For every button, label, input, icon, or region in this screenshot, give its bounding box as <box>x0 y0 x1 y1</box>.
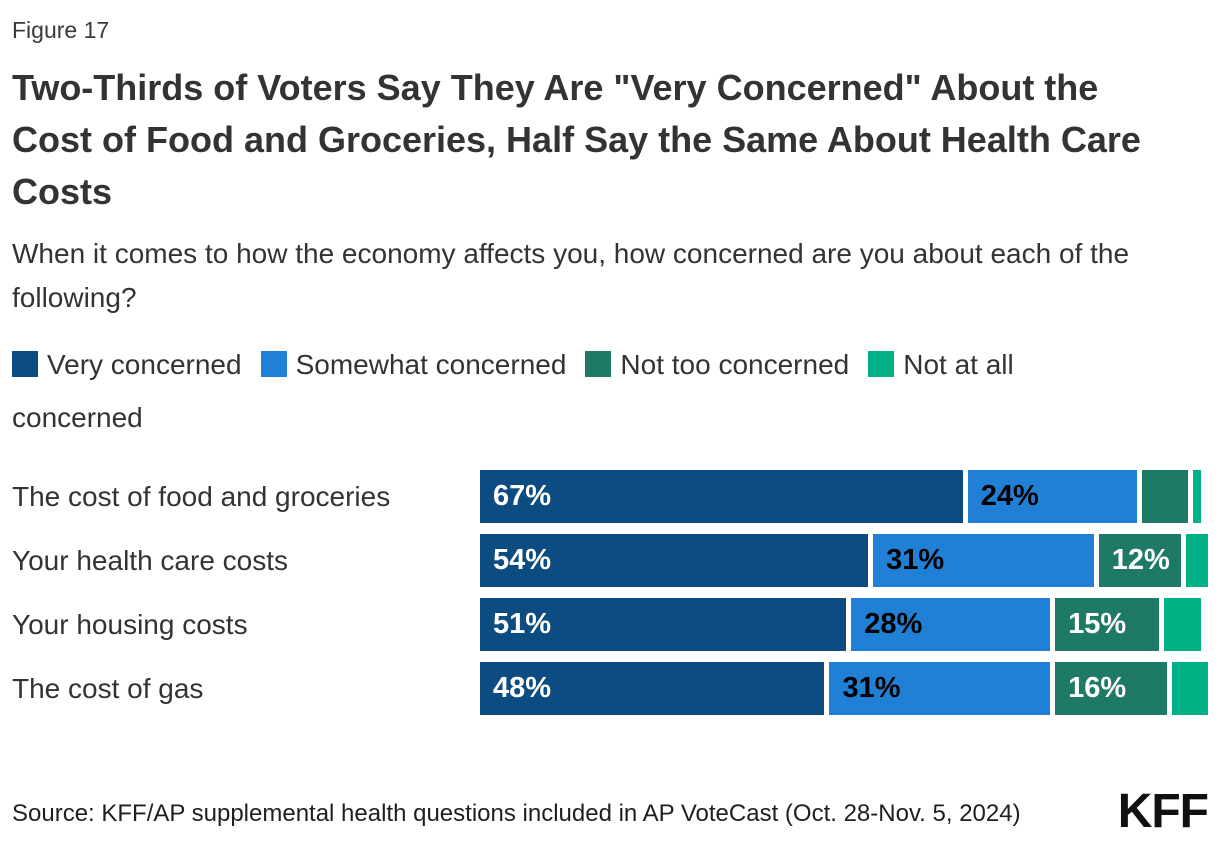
legend-label: Somewhat concerned <box>295 349 567 380</box>
source-note: Source: KFF/AP supplemental health quest… <box>12 800 1021 827</box>
legend-label: Not too concerned <box>620 349 850 380</box>
legend-label: Not at all concerned <box>12 349 1014 433</box>
bar-segment-not-at-all-concerned <box>1171 662 1208 715</box>
value-label: 28% <box>864 608 923 640</box>
value-label: 31% <box>886 544 945 576</box>
value-label: 48% <box>493 672 552 704</box>
category-label: Your housing costs <box>12 609 248 640</box>
legend-label: Very concerned <box>47 349 242 380</box>
legend-item-somewhat-concerned: Somewhat concerned <box>260 349 567 380</box>
legend-swatch-icon <box>12 351 38 377</box>
value-label: 15% <box>1068 608 1127 640</box>
footer: Source: KFF/AP supplemental health quest… <box>12 785 1209 838</box>
bar-row: The cost of food and groceries 67% 24% <box>12 470 1208 523</box>
chart-subtitle: When it comes to how the economy affects… <box>12 238 1130 313</box>
bar-segment-somewhat-concerned: 31% <box>873 534 1099 587</box>
value-label: 31% <box>842 672 901 704</box>
bar-segment-not-too-concerned: 12% <box>1098 534 1187 587</box>
figure-label: Figure 17 <box>12 17 110 43</box>
bar-segment-very-concerned: 54% <box>480 534 874 587</box>
legend-item-not-at-all-concerned: Not at all concerned <box>12 349 1014 433</box>
kff-logo: KFF <box>1117 785 1209 838</box>
bar-track: 54% 31% 12% <box>480 534 1208 587</box>
legend-swatch-icon <box>585 351 612 377</box>
value-label: 12% <box>1111 544 1170 576</box>
bar-segment-not-too-concerned <box>1142 470 1194 523</box>
bar-segment-not-at-all-concerned <box>1186 534 1208 587</box>
bar-segment-not-too-concerned: 16% <box>1055 662 1172 715</box>
bar-row: Your housing costs 51% 28% 15% <box>12 598 1208 651</box>
stacked-bar-chart: The cost of food and groceries 67% 24% Your… <box>12 470 1208 726</box>
legend-item-very-concerned: Very concerned <box>12 349 242 380</box>
value-label: 51% <box>493 608 552 640</box>
bar-segment-not-at-all-concerned <box>1164 598 1201 651</box>
bar-track: 67% 24% <box>480 470 1208 523</box>
bar-segment-somewhat-concerned: 24% <box>967 470 1143 523</box>
chart-title: Two-Thirds of Voters Say They Are "Very … <box>12 67 1141 212</box>
value-label: 67% <box>493 480 552 512</box>
bar-track: 51% 28% 15% <box>480 598 1208 651</box>
legend-item-not-too-concerned: Not too concerned <box>585 349 849 380</box>
category-label: The cost of food and groceries <box>12 481 391 512</box>
category-label: Your health care costs <box>12 545 289 576</box>
bar-segment-very-concerned: 67% <box>480 470 968 523</box>
bar-segment-very-concerned: 48% <box>480 662 830 715</box>
bar-track: 48% 31% 16% <box>480 662 1208 715</box>
bar-segment-very-concerned: 51% <box>480 598 852 651</box>
bar-segment-not-too-concerned: 15% <box>1055 598 1165 651</box>
bar-row: The cost of gas 48% 31% 16% <box>12 662 1208 715</box>
bar-row: Your health care costs 54% 31% 12% <box>12 534 1208 587</box>
legend-swatch-icon <box>868 351 895 377</box>
legend-swatch-icon <box>260 351 287 377</box>
bar-segment-somewhat-concerned: 31% <box>829 662 1056 715</box>
value-label: 16% <box>1068 672 1127 704</box>
value-label: 54% <box>493 544 552 576</box>
value-label: 24% <box>980 480 1039 512</box>
category-label: The cost of gas <box>12 673 204 704</box>
bar-segment-somewhat-concerned: 28% <box>851 598 1056 651</box>
legend: Very concerned Somewhat concerned Not too … <box>12 338 1102 444</box>
bar-segment-not-at-all-concerned <box>1193 470 1201 523</box>
